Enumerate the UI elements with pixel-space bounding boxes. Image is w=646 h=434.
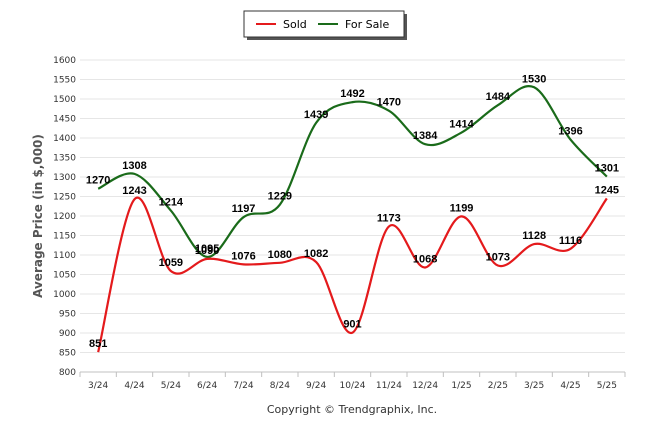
- data-label-sold: 1073: [486, 252, 510, 264]
- data-label-sold: 1080: [268, 249, 292, 261]
- data-label-for-sale: 1439: [304, 109, 328, 121]
- y-tick-label: 1450: [53, 115, 76, 125]
- data-label-sold: 1173: [377, 213, 401, 225]
- data-label-for-sale: 1396: [558, 126, 582, 138]
- x-tick-label: 5/24: [161, 381, 181, 391]
- data-label-sold: 1128: [522, 230, 546, 242]
- x-tick-label: 10/24: [340, 381, 366, 391]
- y-tick-label: 1550: [53, 76, 76, 86]
- data-label-for-sale: 1530: [522, 73, 546, 85]
- y-tick-label: 850: [59, 349, 76, 359]
- y-tick-label: 1150: [53, 232, 76, 242]
- data-label-for-sale: 1229: [268, 191, 292, 203]
- y-tick-label: 1300: [53, 173, 76, 183]
- y-tick-label: 1350: [53, 154, 76, 164]
- data-label-sold: 1076: [231, 250, 255, 262]
- y-tick-label: 1250: [53, 193, 76, 203]
- data-label-for-sale: 1308: [122, 160, 146, 172]
- data-label-sold: 901: [343, 319, 361, 331]
- legend-label-for-sale: For Sale: [345, 18, 389, 31]
- series-line-sold: [97, 196, 608, 353]
- y-tick-label: 900: [59, 329, 76, 339]
- data-label-for-sale: 1214: [159, 197, 184, 209]
- x-tick-label: 11/24: [376, 381, 402, 391]
- x-tick-label: 6/24: [197, 381, 217, 391]
- data-label-sold: 1245: [595, 184, 619, 196]
- x-tick-label: 3/25: [524, 381, 544, 391]
- data-labels: 1270 1308 1214 1095 1197 1229 1439 1492 1470 1384…: [86, 73, 619, 350]
- data-label-for-sale: 1095: [195, 243, 219, 255]
- legend-label-sold: Sold: [283, 18, 307, 31]
- data-label-sold: 1199: [450, 202, 474, 214]
- y-tick-label: 950: [59, 310, 76, 320]
- x-tick-label: 3/24: [88, 381, 108, 391]
- x-tick-label: 2/25: [488, 381, 508, 391]
- data-label-for-sale: 1484: [486, 91, 511, 103]
- data-label-for-sale: 1384: [413, 130, 438, 142]
- y-tick-label: 1400: [53, 134, 76, 144]
- series-line-for-sale: [97, 85, 608, 259]
- data-label-for-sale: 1197: [232, 203, 256, 215]
- data-label-sold: 1243: [122, 185, 146, 197]
- y-axis-label: Average Price (in $,000): [31, 134, 45, 298]
- data-label-sold: 1068: [413, 253, 437, 265]
- y-tick-label: 1000: [53, 290, 76, 300]
- x-tick-label: 9/24: [306, 381, 326, 391]
- data-label-sold: 1059: [159, 257, 183, 269]
- x-tick-label: 12/24: [412, 381, 438, 391]
- x-tick-label: 4/24: [124, 381, 144, 391]
- grid: [80, 59, 625, 373]
- y-tick-label: 800: [59, 368, 76, 378]
- x-tick-label: 7/24: [233, 381, 253, 391]
- copyright-text: Copyright © Trendgraphix, Inc.: [267, 403, 437, 416]
- legend: Sold For Sale: [243, 10, 407, 40]
- data-label-for-sale: 1270: [86, 175, 110, 187]
- data-label-for-sale: 1470: [377, 97, 401, 109]
- x-tick-label: 1/25: [451, 381, 471, 391]
- y-tick-label: 1600: [53, 56, 76, 66]
- data-label-sold: 1082: [304, 248, 328, 260]
- y-tick-label: 1100: [53, 251, 76, 261]
- data-label-sold: 1116: [559, 235, 582, 247]
- axes: 800 850 900 950 1000 1050 1100 1150 1200 1250 1300…: [53, 56, 626, 391]
- y-tick-label: 1500: [53, 95, 76, 105]
- series-lines: [97, 85, 608, 353]
- x-tick-label: 4/25: [560, 381, 580, 391]
- data-label-for-sale: 1301: [595, 163, 619, 175]
- x-tick-label: 5/25: [597, 381, 617, 391]
- data-label-sold: 1090: [195, 245, 219, 257]
- data-label-sold: 851: [89, 338, 107, 350]
- y-tick-label: 1050: [53, 271, 76, 281]
- data-label-for-sale: 1492: [340, 88, 364, 100]
- x-tick-label: 8/24: [270, 381, 290, 391]
- data-label-for-sale: 1414: [449, 119, 474, 131]
- y-tick-label: 1200: [53, 212, 76, 222]
